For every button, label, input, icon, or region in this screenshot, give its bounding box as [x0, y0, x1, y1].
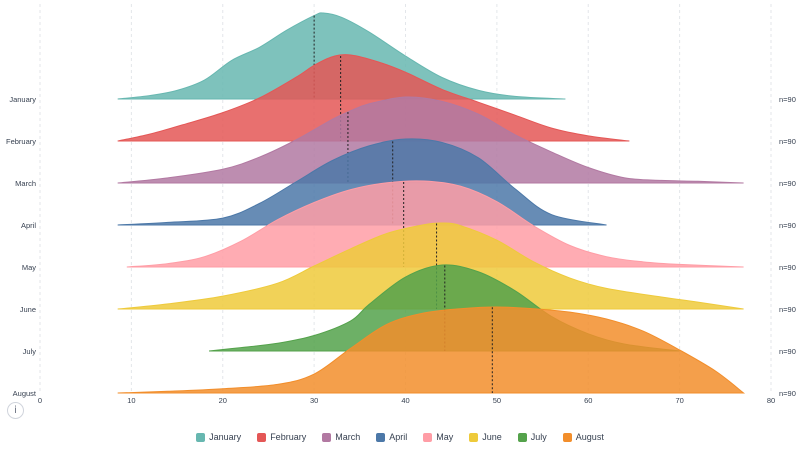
legend-item-july[interactable]: July: [517, 432, 547, 442]
legend-swatch-march: [322, 432, 332, 442]
x-tick-label-20: 20: [219, 396, 227, 405]
n-label-june: n=90: [779, 305, 796, 314]
legend-swatch-may: [423, 432, 433, 442]
info-icon[interactable]: i: [7, 402, 24, 419]
row-label-march: March: [15, 179, 36, 188]
ridge-february: [117, 54, 630, 142]
legend-label-january: January: [209, 432, 242, 442]
x-tick-label-0: 0: [38, 396, 42, 405]
legend-label-august: August: [575, 432, 604, 442]
legend-item-june[interactable]: June: [469, 432, 502, 442]
legend-item-august[interactable]: August: [562, 432, 604, 442]
legend-label-april: April: [389, 432, 408, 442]
legend-swatch-february: [257, 432, 267, 442]
x-tick-label-30: 30: [310, 396, 318, 405]
legend: January February March April May June July Augu…: [0, 432, 800, 442]
x-tick-label-60: 60: [584, 396, 592, 405]
n-label-april: n=90: [779, 221, 796, 230]
row-label-january: January: [9, 95, 36, 104]
x-tick-label-80: 80: [767, 396, 775, 405]
legend-swatch-july: [517, 432, 527, 442]
legend-label-march: March: [335, 432, 361, 442]
legend-label-may: May: [436, 432, 454, 442]
legend-label-june: June: [482, 432, 502, 442]
row-label-february: February: [6, 137, 36, 146]
n-label-february: n=90: [779, 137, 796, 146]
x-tick-label-40: 40: [401, 396, 409, 405]
n-label-august: n=90: [779, 389, 796, 398]
legend-swatch-april: [376, 432, 386, 442]
x-tick-label-70: 70: [675, 396, 683, 405]
ridge-june: [117, 222, 744, 310]
row-label-april: April: [21, 221, 36, 230]
n-label-january: n=90: [779, 95, 796, 104]
legend-swatch-august: [562, 432, 572, 442]
legend-item-march[interactable]: March: [322, 432, 360, 442]
legend-swatch-june: [469, 432, 479, 442]
legend-item-april[interactable]: April: [376, 432, 407, 442]
row-label-may: May: [22, 263, 36, 272]
legend-item-may[interactable]: May: [423, 432, 453, 442]
legend-item-january[interactable]: January: [196, 432, 241, 442]
ridge-august: [117, 306, 746, 394]
legend-label-february: February: [270, 432, 307, 442]
legend-label-july: July: [530, 432, 547, 442]
n-label-july: n=90: [779, 347, 796, 356]
n-label-march: n=90: [779, 179, 796, 188]
legend-swatch-january: [196, 432, 206, 442]
row-label-june: June: [20, 305, 36, 314]
x-tick-label-50: 50: [493, 396, 501, 405]
row-label-july: July: [23, 347, 37, 356]
legend-item-february[interactable]: February: [257, 432, 306, 442]
n-label-may: n=90: [779, 263, 796, 272]
x-tick-label-10: 10: [127, 396, 135, 405]
row-label-august: August: [13, 389, 37, 398]
